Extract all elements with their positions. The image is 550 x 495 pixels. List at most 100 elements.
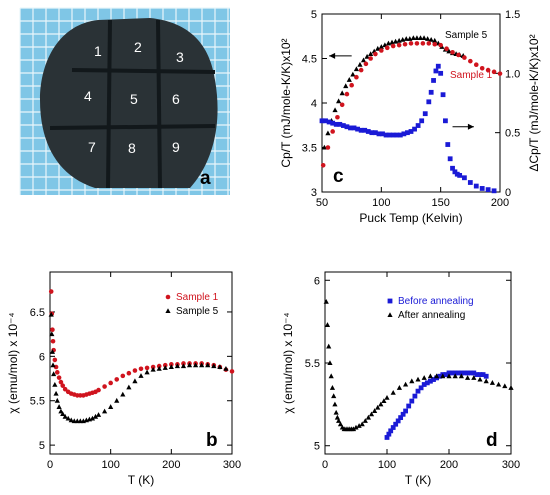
data-point <box>363 61 369 67</box>
data-point <box>438 42 443 48</box>
legend-entry: Sample 5 <box>176 306 219 317</box>
data-point <box>445 142 451 147</box>
series-after-annealing <box>323 298 514 432</box>
data-point <box>420 41 426 46</box>
data-point <box>414 41 420 46</box>
data-point <box>339 90 345 96</box>
data-point <box>415 388 421 394</box>
data-point <box>443 372 449 377</box>
data-point <box>491 69 497 75</box>
data-point <box>479 186 485 191</box>
data-point <box>49 331 55 337</box>
data-point <box>50 362 56 368</box>
data-point <box>365 129 371 134</box>
data-point <box>349 82 354 88</box>
data-point <box>51 371 57 377</box>
data-point <box>491 188 497 194</box>
data-point <box>398 415 404 420</box>
data-point <box>334 414 340 420</box>
data-point <box>68 417 74 423</box>
sample-photo: 1 2 3 4 5 6 7 8 9 a <box>19 7 230 195</box>
y-tick-label: 5.5 <box>30 396 45 408</box>
data-point <box>229 369 235 374</box>
data-point <box>53 390 59 396</box>
data-point <box>223 365 229 371</box>
data-point <box>395 418 401 424</box>
data-point <box>150 366 156 372</box>
x-tick-label: 0 <box>47 459 53 471</box>
plot-frame <box>49 271 233 455</box>
data-point <box>421 382 427 387</box>
data-point <box>447 156 453 162</box>
data-point <box>332 401 338 407</box>
data-point <box>400 411 406 417</box>
data-point <box>89 415 96 421</box>
data-point <box>450 49 455 55</box>
y2-tick-label: 1.5 <box>505 9 520 21</box>
data-point <box>335 114 340 120</box>
data-point <box>330 120 336 126</box>
data-point <box>331 393 337 399</box>
y-tick-label: 5 <box>39 440 45 452</box>
data-point <box>156 365 162 371</box>
data-point <box>467 180 473 185</box>
data-point <box>376 131 382 137</box>
data-point <box>456 52 461 58</box>
data-point <box>132 368 138 373</box>
data-point <box>381 398 387 404</box>
data-point <box>379 48 384 53</box>
data-point <box>415 376 421 382</box>
data-point <box>465 375 471 380</box>
data-point <box>375 404 381 410</box>
data-point <box>417 35 424 41</box>
y-tick-label: 4.5 <box>302 54 317 66</box>
data-point <box>50 327 55 333</box>
data-point <box>333 121 339 127</box>
cell-label-2: 2 <box>134 39 142 55</box>
data-point <box>327 360 333 365</box>
y-tick-label: 3 <box>311 187 317 199</box>
x-tick-label: 300 <box>223 459 241 471</box>
data-point <box>54 397 60 403</box>
arrow-right-icon <box>467 123 474 130</box>
data-point <box>408 41 414 46</box>
data-point <box>402 41 408 47</box>
panel-letter-a: a <box>200 168 211 189</box>
y-axis-label: χ (emu/mol) x 10⁻⁴ <box>6 312 20 413</box>
data-point <box>333 409 339 415</box>
data-point <box>468 58 473 64</box>
data-point <box>368 411 375 417</box>
data-point <box>360 57 367 63</box>
data-point <box>457 172 463 178</box>
data-point <box>459 370 464 376</box>
data-point <box>52 381 58 387</box>
data-point <box>496 381 502 387</box>
data-point <box>412 126 417 132</box>
data-point <box>390 43 396 49</box>
data-point <box>485 187 491 193</box>
data-point <box>446 373 452 379</box>
data-point <box>353 424 359 430</box>
data-point <box>205 362 211 368</box>
data-point <box>396 42 402 48</box>
data-point <box>462 175 467 181</box>
data-point <box>120 373 126 379</box>
data-point <box>462 55 467 60</box>
data-point <box>418 385 424 391</box>
data-point <box>403 408 408 414</box>
data-point <box>421 35 427 41</box>
cell-label-6: 6 <box>172 91 180 107</box>
cell-label-3: 3 <box>176 49 184 65</box>
data-point <box>386 431 392 437</box>
data-point <box>132 378 138 384</box>
data-point <box>351 125 357 131</box>
series--cp-t <box>319 63 497 194</box>
data-point <box>480 372 486 377</box>
data-point <box>479 65 485 71</box>
data-point <box>450 165 455 171</box>
data-point <box>394 132 400 138</box>
data-point <box>343 83 349 89</box>
data-point <box>326 343 332 349</box>
